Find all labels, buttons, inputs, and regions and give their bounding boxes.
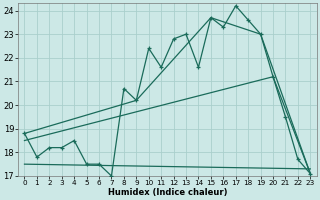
X-axis label: Humidex (Indice chaleur): Humidex (Indice chaleur) — [108, 188, 227, 197]
